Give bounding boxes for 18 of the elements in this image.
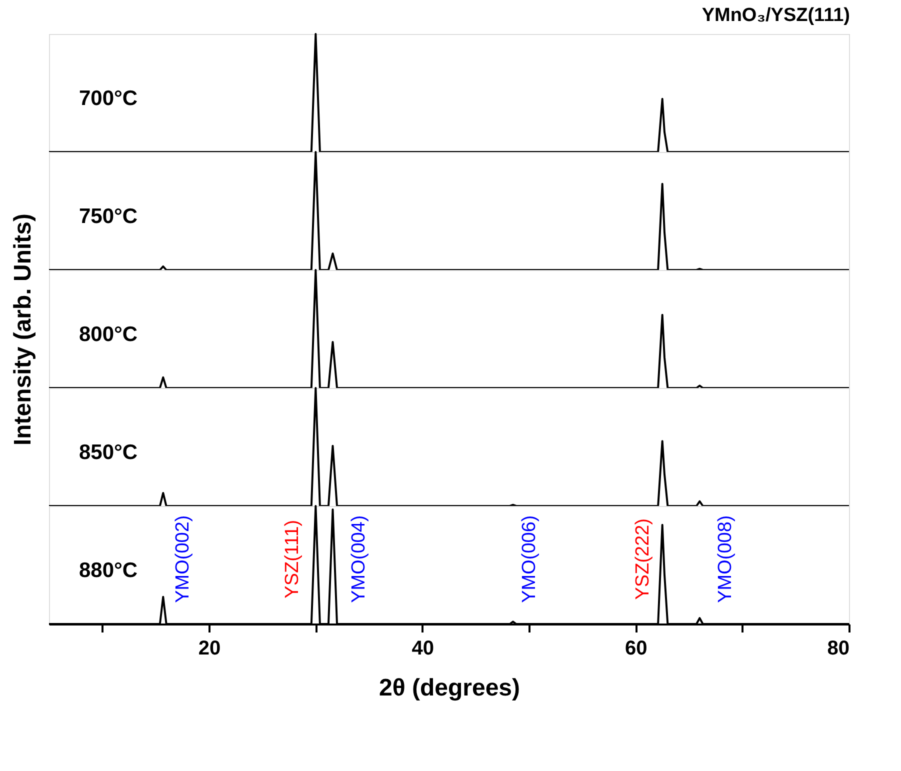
series-label: 880°C xyxy=(79,558,138,582)
annotation: YSZ(111) xyxy=(282,520,304,598)
text: 750°C xyxy=(79,204,138,228)
text: 700°C xyxy=(79,86,138,110)
x-tick-label: 60 xyxy=(625,638,648,660)
series-label: 850°C xyxy=(79,440,138,464)
annotation: YMO(002) xyxy=(172,515,194,603)
chart-title: YMnO₃/YSZ(111) xyxy=(702,5,850,26)
annotation: YMO(004) xyxy=(348,515,370,603)
series-label: 800°C xyxy=(79,322,138,346)
x-tick-label: 80 xyxy=(827,638,850,660)
x-tick-label: 20 xyxy=(198,638,221,660)
annotation: YMO(006) xyxy=(519,515,540,603)
x-tick-label: 40 xyxy=(412,638,434,660)
annotation: YSZ(222) xyxy=(632,518,654,600)
x-axis-title: 2θ (degrees) xyxy=(378,674,520,702)
y-axis-title: Intensity (arb. Units) xyxy=(10,213,36,446)
annotation: YMO(008) xyxy=(715,515,736,603)
